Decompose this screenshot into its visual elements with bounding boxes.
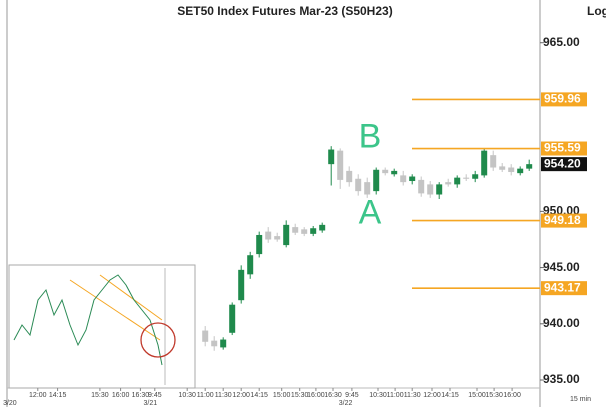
candle-body [301, 229, 308, 234]
candle-body [463, 177, 470, 179]
x-tick-label: 16:30 [132, 392, 150, 399]
x-tick-label: 14:15 [49, 392, 67, 399]
candle-body [373, 169, 380, 192]
annotation: A [359, 194, 382, 232]
last-price-label: 954.20 [544, 156, 581, 170]
candle-body [202, 330, 209, 342]
last-price-tag [541, 157, 587, 172]
candle-body [508, 167, 515, 173]
candle-body [418, 179, 425, 194]
x-tick-label: 12:00 [29, 392, 47, 399]
level-tag [541, 141, 587, 156]
x-tick-label: 10:30 [178, 392, 196, 399]
candle-body [445, 182, 452, 185]
y-tick-label: 945.00 [543, 260, 580, 274]
candle-body [364, 182, 371, 195]
candle-body [292, 227, 299, 233]
candle-body [355, 178, 362, 192]
x-tick-label: 16:00 [307, 392, 325, 399]
inset-trend [99, 274, 163, 321]
candle-body [526, 164, 533, 169]
date-label: 3/21 [143, 400, 157, 407]
x-tick-label: 16:30 [324, 392, 342, 399]
y-tick-label: 965.00 [543, 35, 580, 49]
candle-body [337, 150, 344, 180]
x-tick-label: 16:00 [503, 392, 521, 399]
date-label: 3/22 [339, 400, 353, 407]
x-tick-label: 15:30 [91, 392, 109, 399]
level-tag [541, 92, 587, 107]
candle-body [238, 269, 245, 301]
candle-body [481, 150, 488, 176]
x-tick-label: 10:30 [369, 392, 387, 399]
date-label: 3/20 [3, 400, 17, 407]
x-tick-label: 16:00 [112, 392, 130, 399]
candle-body [229, 304, 236, 333]
level-tag [541, 213, 587, 228]
annotation: B [359, 118, 382, 156]
candle-body [256, 234, 263, 255]
candle-body [490, 155, 497, 168]
y-tick-label: 940.00 [543, 316, 580, 330]
x-tick-label: 9:45 [345, 392, 359, 399]
candle-body [310, 228, 317, 234]
candle-body [247, 255, 254, 275]
candle-body [472, 174, 479, 179]
plot-area [202, 146, 533, 351]
level-label: 955.59 [544, 141, 581, 155]
x-tick-label: 9:45 [148, 392, 162, 399]
x-tick-label: 14:15 [441, 392, 459, 399]
candle-body [265, 231, 272, 240]
candle-body [220, 339, 227, 348]
candle-body [382, 169, 389, 174]
x-tick-label: 15:00 [273, 392, 291, 399]
candle-body [319, 224, 326, 231]
candle-body [454, 177, 461, 185]
x-tick-label: 15:30 [485, 392, 503, 399]
inset-price [13, 274, 163, 366]
inset-frame [8, 264, 196, 389]
candle-body [274, 236, 281, 240]
x-tick-label: 11:30 [404, 392, 421, 399]
x-tick-label: 12:00 [232, 392, 250, 399]
inset-thumbnail [8, 264, 196, 389]
chart-title: SET50 Index Futures Mar-23 (S50H23) [177, 4, 392, 18]
inset-highlight [140, 322, 176, 358]
x-tick-label: 15:30 [291, 392, 309, 399]
x-tick-label: 11:00 [197, 392, 214, 399]
candle-body [517, 168, 524, 174]
candle-body [427, 184, 434, 195]
x-tick-label: 11:00 [387, 392, 404, 399]
candle-body [409, 176, 416, 182]
level-label: 959.96 [544, 92, 581, 106]
level-label: 949.18 [544, 213, 581, 227]
x-tick-label: 11:30 [215, 392, 232, 399]
candle-body [283, 224, 290, 246]
candle-body [328, 149, 335, 165]
level-tag [541, 281, 587, 296]
candle-body [499, 166, 506, 170]
candle-body [346, 170, 353, 183]
level-label: 943.17 [544, 280, 581, 294]
scale-label: Log [587, 4, 606, 18]
interval-label: 15 min [570, 396, 591, 403]
candle-body [436, 184, 443, 195]
y-tick-label: 935.00 [543, 372, 580, 386]
x-tick-label: 14:15 [250, 392, 268, 399]
candle-body [391, 170, 398, 175]
x-tick-label: 15:00 [468, 392, 486, 399]
x-tick-label: 12:00 [423, 392, 441, 399]
candle-body [211, 340, 218, 347]
candle-body [400, 175, 407, 183]
